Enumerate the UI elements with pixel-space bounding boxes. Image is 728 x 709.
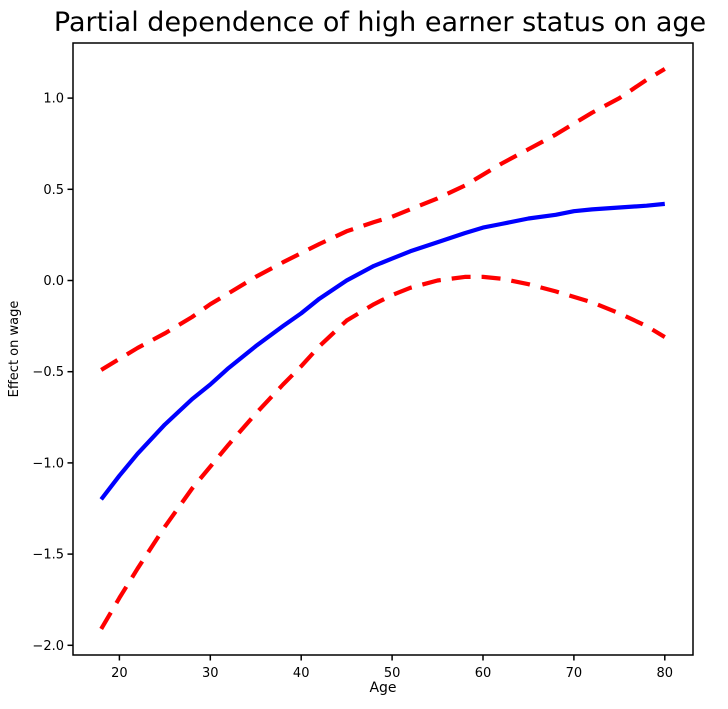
- x-axis-ticks: 20 30 40 50 60 70 80: [111, 655, 673, 681]
- y-axis-label: Effect on wage: [7, 301, 22, 398]
- x-tick-label: 50: [384, 666, 401, 681]
- x-axis-label: Age: [369, 680, 396, 696]
- x-tick-label: 30: [202, 666, 219, 681]
- chart-title: Partial dependence of high earner status…: [54, 7, 706, 38]
- y-axis-ticks: 1.0 0.5 0.0 −0.5 −1.0 −1.5 −2.0: [32, 92, 73, 654]
- y-tick-label: 0.0: [43, 274, 64, 289]
- y-tick-label: 0.5: [43, 183, 64, 198]
- line-upper-confidence-band: [100, 67, 666, 372]
- x-tick-label: 40: [293, 666, 310, 681]
- x-tick-label: 20: [111, 666, 128, 681]
- line-lower-confidence-band: [99, 274, 666, 630]
- y-tick-label: 1.0: [43, 92, 64, 107]
- x-tick-label: 80: [657, 666, 674, 681]
- plot-lines: [99, 67, 666, 630]
- line-partial-dependence-estimate: [99, 201, 666, 501]
- axes-spines: [72, 42, 694, 656]
- x-tick-label: 70: [566, 666, 583, 681]
- y-tick-label: −1.5: [32, 548, 64, 563]
- y-tick-label: −2.0: [32, 639, 64, 654]
- y-tick-label: −1.0: [32, 456, 64, 471]
- x-tick-label: 60: [475, 666, 492, 681]
- y-tick-label: −0.5: [32, 365, 64, 380]
